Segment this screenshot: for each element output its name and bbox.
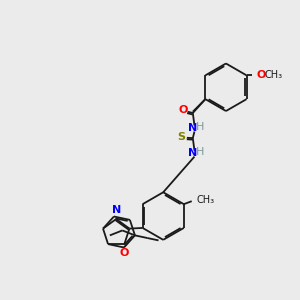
Text: S: S (178, 133, 186, 142)
Text: O: O (120, 248, 129, 258)
Text: N: N (188, 148, 197, 158)
Text: CH₃: CH₃ (196, 195, 214, 205)
Text: N: N (188, 122, 197, 133)
Text: CH₃: CH₃ (264, 70, 282, 80)
Text: N: N (112, 205, 121, 215)
Text: O: O (178, 105, 188, 116)
Text: H: H (196, 147, 205, 157)
Text: H: H (196, 122, 205, 132)
Text: O: O (256, 70, 266, 80)
